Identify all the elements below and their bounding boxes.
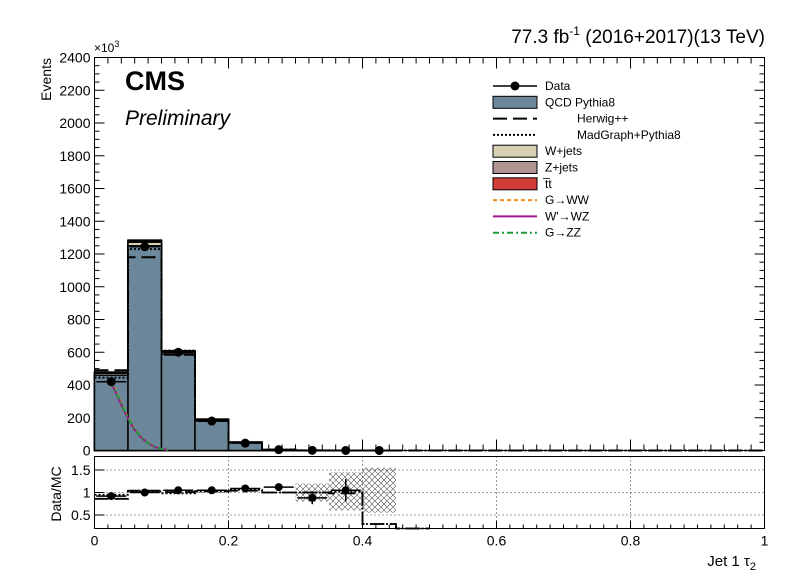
ratio-y-axis-label: Data/MC [48, 466, 64, 521]
legend-label: Data [545, 79, 571, 93]
data-point [107, 377, 116, 386]
data-point [375, 446, 384, 455]
y-tick-label: 800 [67, 312, 91, 328]
ratio-point [141, 489, 149, 497]
ratio-y-tick-label: 1 [83, 485, 91, 501]
ratio-point [208, 486, 216, 494]
data-point [174, 348, 183, 357]
x-axis-label: Jet 1 τ2 [707, 553, 756, 572]
legend-label: W+jets [545, 144, 582, 158]
legend-fill-swatch [493, 96, 537, 108]
x-tick-label: 1 [761, 533, 769, 549]
ratio-y-tick-label: 1.5 [71, 462, 91, 478]
legend-label: Herwig++ [577, 112, 628, 126]
legend-fill-swatch [493, 178, 537, 190]
legend-label: MadGraph+Pythia8 [577, 128, 681, 142]
hist-bar-qcd-pythia8 [95, 375, 129, 450]
hist-bar-qcd-pythia8 [162, 354, 196, 451]
x-tick-label: 0.8 [621, 533, 641, 549]
x-tick-label: 0 [91, 533, 99, 549]
preliminary-label: Preliminary [125, 107, 232, 130]
ratio-y-tick-label: 0.5 [71, 507, 91, 523]
y-tick-label: 600 [67, 344, 91, 360]
stat-band-box [363, 468, 397, 513]
data-point [140, 242, 149, 251]
ratio-point [308, 494, 316, 502]
y-tick-label: 2400 [59, 50, 90, 66]
y-tick-label: 200 [67, 410, 91, 426]
ratio-point [174, 486, 182, 494]
hist-bar-qcd-pythia8 [128, 246, 162, 451]
legend-data-marker [511, 82, 520, 91]
y-tick-label: 1000 [59, 279, 90, 295]
data-point [274, 445, 283, 454]
y-tick-label: 1200 [59, 246, 90, 262]
x-tick-label: 0.6 [487, 533, 507, 549]
y-tick-label: 1600 [59, 181, 90, 197]
y-tick-label: 2000 [59, 115, 90, 131]
lumi-label: 77.3 fb-1 (2016+2017)(13 TeV) [511, 24, 765, 48]
data-point [207, 417, 216, 426]
y-tick-label: 400 [67, 377, 91, 393]
legend-label: G→WW [545, 193, 590, 207]
y-tick-label: 0 [83, 443, 91, 459]
legend-label: G→ZZ [545, 226, 581, 240]
legend-label: QCD Pythia8 [545, 95, 615, 109]
y-tick-label: 2200 [59, 82, 90, 98]
data-point [341, 446, 350, 455]
ratio-point [107, 492, 115, 500]
y-tick-label: 1400 [59, 213, 90, 229]
x-tick-label: 0.2 [219, 533, 239, 549]
data-point [241, 439, 250, 448]
ratio-point [275, 483, 283, 491]
legend-fill-swatch [493, 162, 537, 174]
cms-label: CMS [125, 66, 185, 96]
x-tick-label: 0.4 [353, 533, 373, 549]
ratio-point [241, 484, 249, 492]
data-point [308, 446, 317, 455]
legend-label: W'→WZ [545, 209, 589, 223]
ratio-point [342, 486, 350, 494]
legend-fill-swatch [493, 145, 537, 157]
legend-label: Z+jets [545, 161, 578, 175]
y-axis-label: Events [38, 58, 54, 101]
y-tick-label: 1800 [59, 148, 90, 164]
